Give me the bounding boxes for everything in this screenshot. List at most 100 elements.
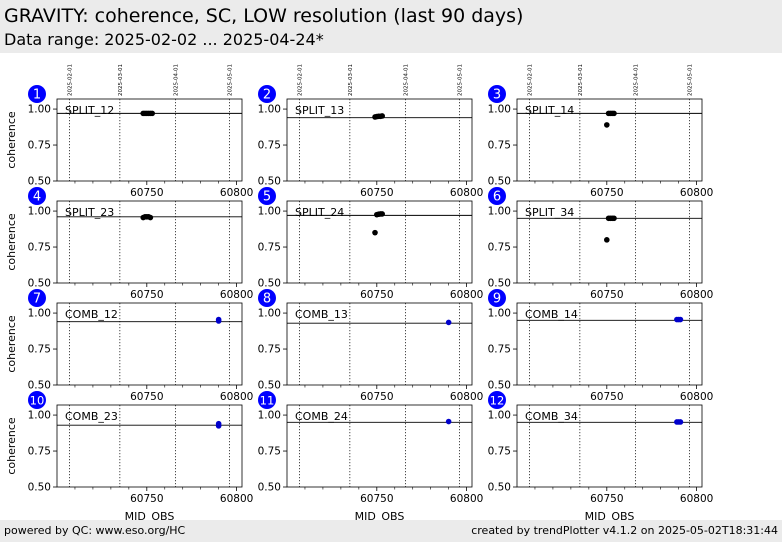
- y-tick-label: 0.75: [488, 140, 511, 152]
- date-marker-label: 2025-03-01: [348, 64, 354, 96]
- data-point: [677, 419, 684, 425]
- x-tick-label: 60800: [680, 289, 713, 301]
- x-tick-label: 60750: [360, 289, 393, 301]
- panel-frame: [516, 302, 703, 386]
- panel-label: SPLIT_24: [295, 206, 344, 219]
- panel-label: COMB_12: [65, 308, 118, 321]
- panel-number: 10: [30, 394, 45, 408]
- date-marker-label: 2025-03-01: [578, 64, 584, 96]
- y-tick-label: 0.75: [258, 242, 281, 254]
- y-axis-label: coherence: [5, 111, 18, 169]
- panel-number-badge: [28, 85, 46, 103]
- x-tick-label: 60800: [220, 493, 253, 505]
- date-marker-label: 2025-05-01: [457, 64, 463, 96]
- data-point: [604, 237, 610, 243]
- x-tick-label: 60800: [680, 187, 713, 199]
- panel-frame: [286, 302, 473, 386]
- panel-label: SPLIT_23: [65, 206, 114, 219]
- date-marker-label: 2025-04-01: [404, 64, 410, 96]
- data-point: [379, 211, 385, 217]
- x-tick-label: 60750: [590, 289, 623, 301]
- y-tick-label: 0.75: [258, 344, 281, 356]
- x-tick-label: 60800: [450, 289, 483, 301]
- panel-number-badge: [28, 391, 46, 409]
- y-tick-label: 0.50: [258, 278, 281, 290]
- panel-number-badge: [488, 85, 506, 103]
- page-title: GRAVITY: coherence, SC, LOW resolution (…: [4, 5, 524, 27]
- x-axis-label: MJD_OBS: [355, 510, 405, 523]
- y-tick-label: 0.75: [28, 344, 51, 356]
- y-tick-label: 0.75: [488, 242, 511, 254]
- panel-frame: [286, 98, 473, 182]
- x-tick-label: 60750: [360, 493, 393, 505]
- panel-number: 7: [33, 292, 41, 307]
- y-axis-label: coherence: [5, 315, 18, 373]
- x-tick-label: 60750: [360, 187, 393, 199]
- panel-number: 3: [493, 88, 501, 103]
- x-tick-label: 60800: [450, 391, 483, 403]
- panel-frame: [56, 404, 243, 488]
- footer-powered-by: powered by QC: www.eso.org/HC: [4, 524, 186, 537]
- y-tick-label: 0.50: [488, 278, 511, 290]
- y-tick-label: 0.75: [488, 446, 511, 458]
- y-tick-label: 0.50: [488, 176, 511, 188]
- x-tick-label: 60750: [130, 493, 163, 505]
- y-tick-label: 0.75: [258, 446, 281, 458]
- panel-label: SPLIT_34: [525, 206, 574, 219]
- y-tick-label: 0.50: [28, 482, 51, 494]
- data-point: [445, 319, 452, 326]
- date-marker-label: 2025-02-01: [528, 64, 534, 96]
- y-tick-label: 0.50: [488, 482, 511, 494]
- y-tick-label: 1.00: [258, 206, 281, 218]
- panel-number: 2: [263, 88, 271, 103]
- y-tick-label: 0.50: [258, 482, 281, 494]
- date-marker-label: 2025-03-01: [118, 64, 124, 96]
- y-tick-label: 1.00: [28, 410, 51, 422]
- panel-number-badge: [28, 289, 46, 307]
- date-marker-label: 2025-02-01: [68, 64, 74, 96]
- x-tick-label: 60800: [220, 187, 253, 199]
- panel-label: COMB_24: [295, 410, 348, 423]
- y-tick-label: 1.00: [488, 410, 511, 422]
- y-tick-label: 0.75: [28, 446, 51, 458]
- panel-number: 11: [260, 394, 275, 408]
- x-axis-label: MJD_OBS: [125, 510, 175, 523]
- y-tick-label: 0.50: [28, 278, 51, 290]
- data-point: [604, 122, 610, 128]
- data-point: [677, 316, 684, 323]
- y-tick-label: 1.00: [488, 104, 511, 116]
- data-point: [372, 229, 378, 236]
- panel-number-badge: [488, 187, 506, 205]
- panel-number-badge: [28, 187, 46, 205]
- panel-label: COMB_23: [65, 410, 118, 423]
- date-marker-label: 2025-05-01: [227, 64, 233, 96]
- y-tick-label: 0.50: [258, 380, 281, 392]
- x-tick-label: 60800: [680, 391, 713, 403]
- y-axis-label: coherence: [5, 213, 18, 271]
- data-point: [147, 214, 154, 221]
- y-axis-label: coherence: [5, 417, 18, 475]
- date-marker-label: 2025-04-01: [174, 64, 180, 96]
- x-tick-label: 60750: [590, 493, 623, 505]
- panel-number-badge: [258, 391, 276, 409]
- x-tick-label: 60800: [220, 391, 253, 403]
- x-axis-label: MJD_OBS: [585, 510, 635, 523]
- y-tick-label: 1.00: [258, 104, 281, 116]
- x-tick-label: 60800: [450, 493, 483, 505]
- data-point: [611, 215, 617, 222]
- x-tick-label: 60800: [220, 289, 253, 301]
- y-tick-label: 0.50: [258, 176, 281, 188]
- panel-number: 8: [263, 292, 271, 307]
- y-tick-label: 0.75: [28, 140, 51, 152]
- y-tick-label: 1.00: [488, 206, 511, 218]
- data-point: [611, 110, 617, 117]
- x-tick-label: 60750: [360, 391, 393, 403]
- x-tick-label: 60750: [130, 187, 163, 199]
- x-tick-label: 60800: [680, 493, 713, 505]
- panel-frame: [516, 404, 703, 488]
- y-tick-label: 0.50: [28, 176, 51, 188]
- panel-number-badge: [488, 391, 506, 409]
- data-point: [445, 418, 452, 425]
- data-point: [149, 110, 155, 117]
